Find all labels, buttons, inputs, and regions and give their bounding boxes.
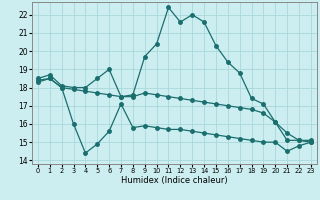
X-axis label: Humidex (Indice chaleur): Humidex (Indice chaleur) [121, 176, 228, 185]
